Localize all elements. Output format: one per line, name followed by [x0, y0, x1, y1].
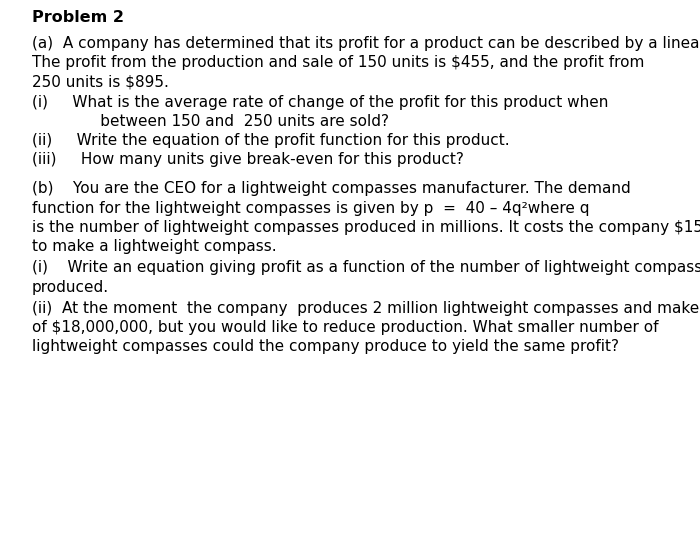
Text: (ii)     Write the equation of the profit function for this product.: (ii) Write the equation of the profit fu… — [32, 134, 509, 148]
Text: between 150 and  250 units are sold?: between 150 and 250 units are sold? — [32, 114, 388, 129]
Text: (i)     What is the average rate of change of the profit for this product when: (i) What is the average rate of change o… — [32, 95, 608, 110]
Text: function for the lightweight compasses is given by p  =  40 – 4q²where q: function for the lightweight compasses i… — [32, 201, 589, 216]
Text: of $18,000,000, but you would like to reduce production. What smaller number of: of $18,000,000, but you would like to re… — [32, 320, 658, 335]
Text: (i)    Write an equation giving profit as a function of the number of lightweigh: (i) Write an equation giving profit as a… — [32, 261, 700, 276]
Text: (iii)     How many units give break-even for this product?: (iii) How many units give break-even for… — [32, 153, 463, 168]
Text: to make a lightweight compass.: to make a lightweight compass. — [32, 239, 276, 254]
Text: Problem 2: Problem 2 — [32, 11, 123, 26]
Text: (b)    You are the CEO for a lightweight compasses manufacturer. The demand: (b) You are the CEO for a lightweight co… — [32, 182, 630, 197]
Text: (a)  A company has determined that its profit for a product can be described by : (a) A company has determined that its pr… — [32, 36, 700, 51]
Text: lightweight compasses could the company produce to yield the same profit?: lightweight compasses could the company … — [32, 340, 619, 355]
Text: 250 units is $895.: 250 units is $895. — [32, 75, 169, 90]
Text: is the number of lightweight compasses produced in millions. It costs the compan: is the number of lightweight compasses p… — [32, 220, 700, 235]
Text: The profit from the production and sale of 150 units is $455, and the profit fro: The profit from the production and sale … — [32, 56, 644, 70]
Text: (ii)  At the moment  the company  produces 2 million lightweight compasses and m: (ii) At the moment the company produces … — [32, 301, 700, 316]
Text: produced.: produced. — [32, 280, 108, 295]
